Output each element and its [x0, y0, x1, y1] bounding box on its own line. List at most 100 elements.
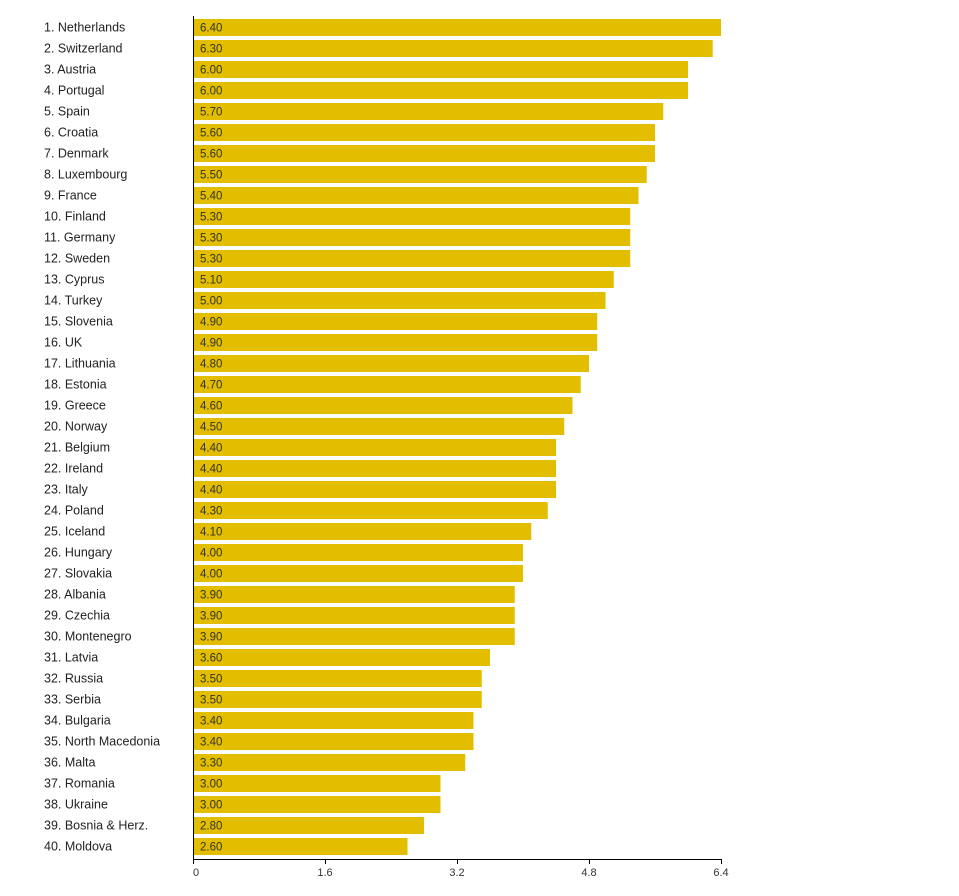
category-label: 4. Portugal — [44, 84, 104, 98]
category-label: 31. Latvia — [44, 651, 98, 665]
bar-value-label: 5.60 — [200, 128, 222, 140]
category-label: 39. Bosnia & Herz. — [44, 819, 148, 833]
category-label: 35. North Macedonia — [44, 735, 160, 749]
category-label: 33. Serbia — [44, 693, 101, 707]
category-label: 36. Malta — [44, 756, 95, 770]
bar — [193, 544, 523, 561]
bar-value-label: 4.90 — [200, 338, 222, 350]
bar-value-label: 5.30 — [200, 233, 222, 245]
bar — [193, 439, 556, 456]
bar-value-label: 5.30 — [200, 254, 222, 266]
category-label: 19. Greece — [44, 399, 106, 413]
bar-value-label: 4.40 — [200, 485, 222, 497]
bar-value-label: 5.60 — [200, 149, 222, 161]
bar-value-label: 4.10 — [200, 527, 222, 539]
category-label: 23. Italy — [44, 483, 89, 497]
bar — [193, 334, 598, 351]
category-label: 3. Austria — [44, 63, 96, 77]
category-label: 8. Luxembourg — [44, 168, 127, 182]
category-label: 24. Poland — [44, 504, 104, 518]
bar — [193, 649, 490, 666]
category-label: 21. Belgium — [44, 441, 110, 455]
category-label: 27. Slovakia — [44, 567, 112, 581]
bar-value-label: 2.60 — [200, 842, 222, 854]
bar-value-label: 3.40 — [200, 716, 222, 728]
bar-value-label: 4.60 — [200, 401, 222, 413]
bar — [193, 229, 631, 246]
bars-layer: 6.40 6.30 6.00 6.00 5.70 5.60 5.60 5.50 5.40 5.30… — [193, 19, 721, 855]
category-label: 17. Lithuania — [44, 357, 116, 371]
category-label: 32. Russia — [44, 672, 103, 686]
bar-value-label: 3.00 — [200, 779, 222, 791]
category-label: 40. Moldova — [44, 840, 112, 854]
x-tick-label: 4.8 — [581, 867, 596, 879]
bar-value-label: 3.90 — [200, 611, 222, 623]
bar-value-label: 6.00 — [200, 86, 222, 98]
bar — [193, 19, 721, 36]
bar-value-label: 3.90 — [200, 590, 222, 602]
bar-value-label: 4.70 — [200, 380, 222, 392]
category-label: 14. Turkey — [44, 294, 103, 308]
bar — [193, 82, 688, 99]
category-label: 38. Ukraine — [44, 798, 108, 812]
bar — [193, 796, 441, 813]
category-label: 29. Czechia — [44, 609, 110, 623]
bar-value-label: 4.00 — [200, 569, 222, 581]
bar-value-label: 4.80 — [200, 359, 222, 371]
bar — [193, 565, 523, 582]
bar-value-label: 2.80 — [200, 821, 222, 833]
bar-value-label: 4.30 — [200, 506, 222, 518]
bar-value-label: 4.50 — [200, 422, 222, 434]
bar-value-label: 5.40 — [200, 191, 222, 203]
category-label: 13. Cyprus — [44, 273, 104, 287]
bar — [193, 775, 441, 792]
bar — [193, 628, 515, 645]
bar — [193, 502, 548, 519]
category-label: 37. Romania — [44, 777, 115, 791]
bar — [193, 40, 713, 57]
bar-value-label: 5.10 — [200, 275, 222, 287]
bar-value-label: 3.40 — [200, 737, 222, 749]
bar — [193, 586, 515, 603]
bar — [193, 460, 556, 477]
bar — [193, 670, 482, 687]
bar — [193, 376, 581, 393]
bar-value-label: 5.00 — [200, 296, 222, 308]
category-label: 26. Hungary — [44, 546, 113, 560]
bar — [193, 145, 655, 162]
category-label: 9. France — [44, 189, 97, 203]
bar-value-label: 4.40 — [200, 443, 222, 455]
bar-value-label: 3.90 — [200, 632, 222, 644]
category-label: 12. Sweden — [44, 252, 110, 266]
category-label: 10. Finland — [44, 210, 106, 224]
category-label: 18. Estonia — [44, 378, 107, 392]
bar — [193, 817, 424, 834]
bar — [193, 166, 647, 183]
bar-value-label: 4.00 — [200, 548, 222, 560]
bar-value-label: 3.50 — [200, 695, 222, 707]
category-label: 11. Germany — [44, 231, 116, 245]
category-label: 20. Norway — [44, 420, 108, 434]
bar — [193, 103, 664, 120]
bar-value-label: 3.60 — [200, 653, 222, 665]
bar-value-label: 3.50 — [200, 674, 222, 686]
x-tick-label: 6.4 — [713, 867, 728, 879]
bar — [193, 418, 565, 435]
bar — [193, 187, 639, 204]
bar — [193, 733, 474, 750]
bar — [193, 292, 606, 309]
category-label: 25. Iceland — [44, 525, 105, 539]
bar — [193, 838, 408, 855]
bar — [193, 250, 631, 267]
category-label: 7. Denmark — [44, 147, 109, 161]
bar — [193, 523, 532, 540]
x-tick-label: 0 — [193, 867, 199, 879]
axes — [193, 16, 721, 860]
x-tick-label: 1.6 — [317, 867, 332, 879]
bar-value-label: 5.30 — [200, 212, 222, 224]
bar — [193, 754, 466, 771]
bar — [193, 355, 589, 372]
category-label: 6. Croatia — [44, 126, 98, 140]
bar-value-label: 5.70 — [200, 107, 222, 119]
